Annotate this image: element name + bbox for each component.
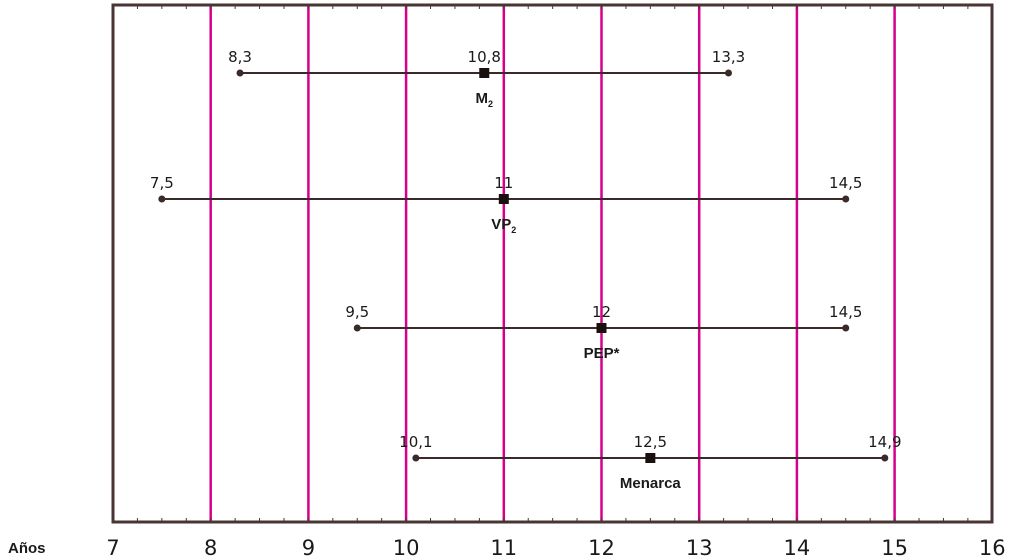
range-series: 8,3 10,8 13,3 M2 7,5 11 14,5 VP2 9,5 12 14,5 PEP* 10… (150, 48, 902, 492)
x-tick-label: 9 (302, 536, 315, 560)
range-median-label: 12,5 (634, 433, 667, 451)
range-max-label: 13,3 (712, 48, 745, 66)
range-series-label: VP2 (491, 216, 516, 235)
range-max-point (842, 195, 850, 203)
x-tick-label: 11 (490, 536, 517, 560)
range-min-point (412, 454, 420, 462)
range-median-marker (498, 194, 509, 204)
range-row: 9,5 12 14,5 PEP* (345, 303, 862, 362)
range-min-label: 8,3 (228, 48, 252, 66)
x-axis: Años 7 8 9 10 11 12 13 14 15 16 (8, 536, 1006, 560)
plot-frame (111, 3, 994, 524)
range-series-subscript: 2 (488, 99, 493, 109)
range-min-label: 9,5 (345, 303, 369, 321)
x-tick-label: 14 (784, 536, 811, 560)
range-row: 7,5 11 14,5 VP2 (150, 174, 863, 235)
range-series-label: M2 (476, 90, 494, 109)
frame-ticks (112, 5, 993, 522)
x-tick-label: 7 (106, 536, 119, 560)
x-tick-label: 10 (393, 536, 420, 560)
range-max-point (881, 454, 889, 462)
range-row: 10,1 12,5 14,9 Menarca (399, 433, 901, 492)
range-max-label: 14,5 (829, 174, 862, 192)
range-median-marker (645, 453, 656, 463)
range-min-label: 7,5 (150, 174, 174, 192)
axis-title: Años (8, 540, 46, 557)
range-series-subscript: 2 (511, 225, 516, 235)
range-series-label: Menarca (620, 475, 682, 492)
range-min-point (353, 324, 361, 332)
x-tick-label: 15 (881, 536, 908, 560)
range-max-label: 14,5 (829, 303, 862, 321)
x-tick-label: 13 (686, 536, 713, 560)
range-max-point (725, 69, 733, 77)
x-tick-label: 12 (588, 536, 615, 560)
range-median-label: 11 (494, 174, 513, 192)
range-median-label: 10,8 (468, 48, 501, 66)
x-tick-label: 8 (204, 536, 217, 560)
range-min-point (158, 195, 166, 203)
range-row: 8,3 10,8 13,3 M2 (228, 48, 745, 109)
range-min-label: 10,1 (399, 433, 432, 451)
range-max-point (842, 324, 850, 332)
range-median-marker (596, 323, 607, 333)
x-tick-label: 16 (979, 536, 1006, 560)
range-median-marker (479, 68, 490, 78)
range-min-point (236, 69, 244, 77)
grid-lines (209, 5, 896, 522)
range-series-label: PEP* (584, 345, 620, 362)
range-max-label: 14,9 (868, 433, 901, 451)
range-median-label: 12 (592, 303, 611, 321)
